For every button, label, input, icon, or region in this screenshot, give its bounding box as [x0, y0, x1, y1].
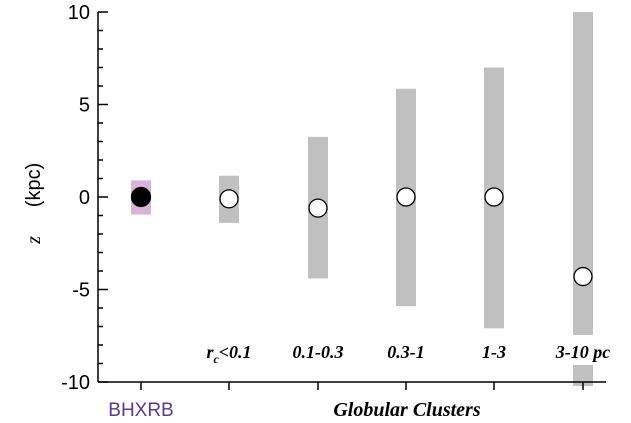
group-label: Globular Clusters — [333, 399, 480, 421]
y-ticks: 10 5 0 -5 -10 — [61, 2, 108, 394]
marker-rc13 — [484, 187, 504, 207]
axes — [97, 12, 606, 390]
range-bar-rc310 — [573, 12, 593, 386]
category-label-rc0103: 0.1-0.3 — [293, 342, 344, 362]
category-label-rc310: 3-10 pc — [555, 342, 610, 362]
y-axis-symbol: z — [23, 236, 45, 245]
y-axis-label: (kpc) — [23, 163, 45, 207]
y-tick-label: 0 — [79, 187, 90, 209]
marker-rc01 — [219, 189, 239, 209]
y-tick-label: -10 — [61, 372, 90, 394]
category-label-rc13: 1-3 — [482, 342, 506, 362]
category-label-rc01: rc<0.1 — [206, 342, 251, 366]
marker-bhxrb — [130, 186, 152, 208]
y-tick-label: 5 — [79, 95, 90, 117]
category-label-bhxrb: BHXRB — [108, 400, 173, 421]
y-tick-label: -5 — [72, 280, 90, 302]
marker-rc031 — [396, 187, 416, 207]
y-tick-label: 10 — [68, 2, 90, 24]
range-bars — [131, 12, 613, 386]
category-label-rc031: 0.3-1 — [387, 342, 425, 362]
markers — [130, 186, 593, 287]
marker-rc0103 — [308, 198, 328, 218]
marker-rc310 — [573, 266, 593, 287]
label-backdrop — [553, 335, 613, 365]
category-labels: BHXRB rc<0.1 0.1-0.3 0.3-1 1-3 3-10 pc — [108, 342, 610, 421]
